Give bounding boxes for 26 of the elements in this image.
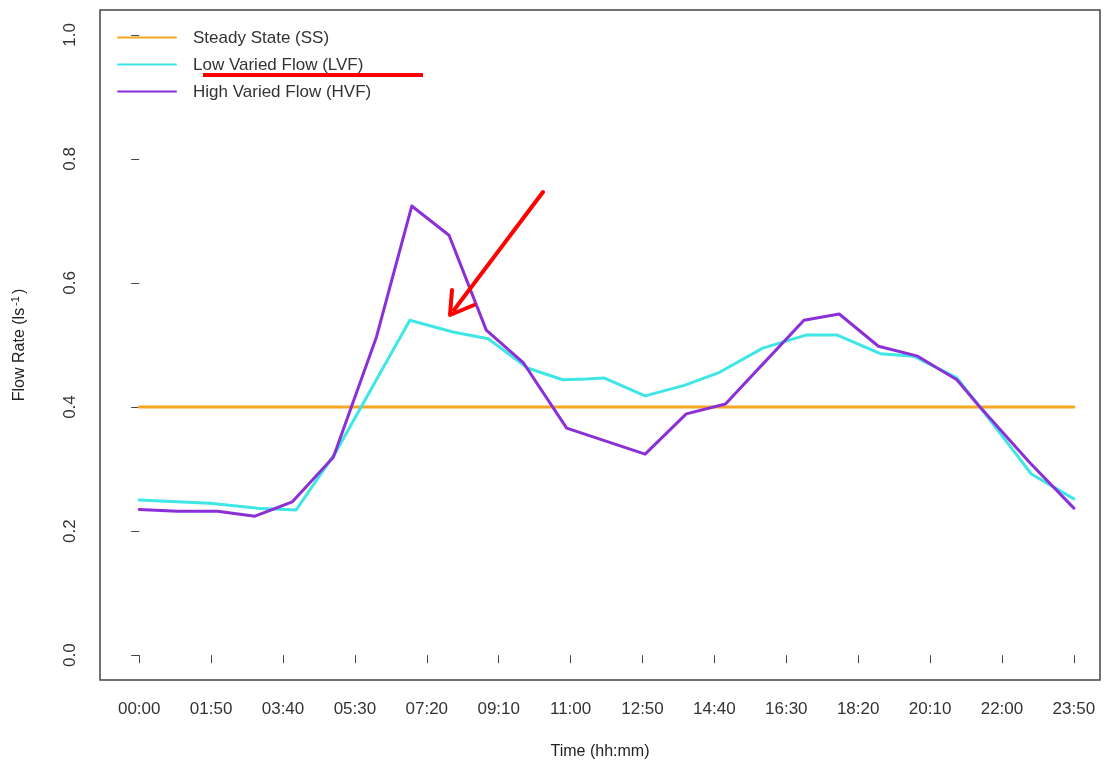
y-axis-title: Flow Rate (ls-1)	[8, 288, 27, 402]
y-tick-label: 0.0	[60, 643, 79, 668]
x-tick-label: 05:30	[333, 699, 377, 718]
x-tick-label: 12:50	[621, 699, 664, 718]
y-tick-label: 1.0	[60, 22, 79, 47]
x-tick-label: 14:40	[693, 699, 736, 718]
x-tick-label: 18:20	[836, 699, 880, 718]
x-tick-label: 20:10	[908, 699, 952, 718]
x-tick-label: 16:30	[765, 699, 808, 718]
x-axis-title: Time (hh:mm)	[550, 741, 650, 759]
legend-label: Steady State (SS)	[193, 28, 330, 47]
x-tick-label: 01:50	[189, 699, 233, 718]
y-tick-label: 0.2	[60, 519, 79, 543]
x-tick-label: 00:00	[117, 699, 161, 718]
x-tick-label: 23:50	[1052, 699, 1096, 718]
legend-label: Low Varied Flow (LVF)	[193, 55, 364, 74]
y-tick-label: 0.6	[60, 271, 79, 295]
x-tick-label: 11:00	[549, 699, 592, 718]
x-tick-label: 03:40	[261, 699, 305, 718]
x-tick-label: 07:20	[405, 699, 449, 718]
legend-label: High Varied Flow (HVF)	[193, 82, 372, 101]
x-tick-label: 09:10	[477, 699, 520, 718]
x-tick-label: 22:00	[980, 699, 1024, 718]
y-tick-label: 0.8	[60, 147, 79, 171]
y-tick-label: 0.4	[60, 395, 79, 419]
line-series	[137, 204, 1076, 518]
